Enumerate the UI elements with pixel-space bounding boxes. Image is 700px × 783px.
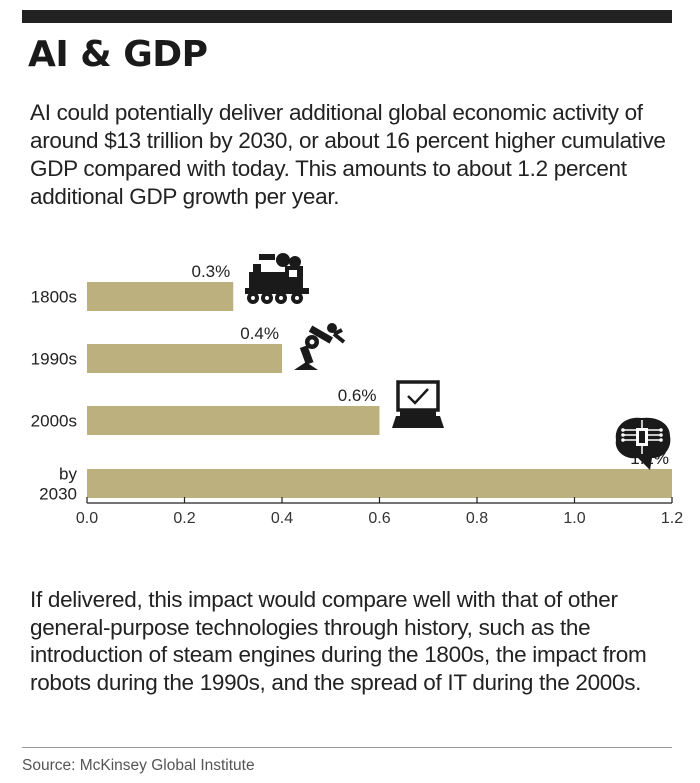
bar-1 xyxy=(87,344,282,373)
x-tick-label: 0.8 xyxy=(466,510,488,527)
top-rule xyxy=(22,10,672,23)
bar-2 xyxy=(87,406,380,435)
category-label: 2000s xyxy=(31,412,77,431)
source-divider xyxy=(22,747,672,748)
steam-locomotive-icon xyxy=(245,253,309,304)
category-label: 1800s xyxy=(31,288,77,307)
laptop-icon xyxy=(392,380,444,428)
category-label: 1990s xyxy=(31,350,77,369)
category-label: 2030 xyxy=(39,485,77,504)
bar-3 xyxy=(87,469,672,498)
page-title: AI & GDP xyxy=(28,34,208,75)
value-label: 0.6% xyxy=(338,386,377,405)
value-label: 0.4% xyxy=(240,324,279,343)
category-label: by xyxy=(59,465,77,484)
bar-0 xyxy=(87,282,234,311)
brain-chip-icon xyxy=(615,417,671,470)
x-tick-label: 0.6 xyxy=(368,510,390,527)
robot-arm-icon xyxy=(294,323,346,370)
x-tick-label: 0.0 xyxy=(76,510,98,527)
gdp-bar-chart: 1800s0.3%1990s0.4%2000s0.6%by20301.2%0.0… xyxy=(31,253,683,527)
x-tick-label: 0.4 xyxy=(271,510,293,527)
x-tick-label: 1.0 xyxy=(563,510,585,527)
source-note: Source: McKinsey Global Institute xyxy=(22,757,255,774)
intro-paragraph: AI could potentially deliver additional … xyxy=(30,100,666,209)
value-label: 0.3% xyxy=(192,262,231,281)
closing-paragraph: If delivered, this impact would compare … xyxy=(30,587,647,695)
x-tick-label: 0.2 xyxy=(173,510,195,527)
x-tick-label: 1.2 xyxy=(661,510,683,527)
